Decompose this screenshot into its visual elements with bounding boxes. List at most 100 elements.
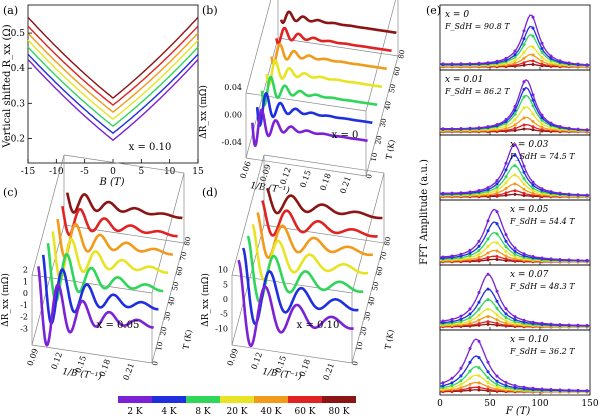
panel-e-marker	[477, 258, 481, 262]
panel-b-depth-ticks: 0 10 20 30 40 50 60 80	[365, 49, 406, 179]
panel-e-marker	[531, 112, 535, 116]
panel-e-marker	[486, 229, 490, 233]
panel-e-marker	[540, 47, 544, 50]
panel-e-marker	[540, 59, 544, 63]
d-depth-tick-label: 80	[383, 236, 392, 246]
panel-e-marker	[522, 29, 526, 33]
panel-a-label: (a)	[3, 4, 18, 17]
panel-e-marker	[495, 387, 499, 391]
panel-e-marker	[567, 258, 571, 262]
panel-e-marker	[531, 34, 535, 38]
c-ztick-label: -1	[20, 301, 28, 310]
panel-e-marker	[486, 370, 490, 374]
panel-e-subplot: x = 0.05 F_SdH = 54.4 T	[439, 199, 591, 266]
legend-swatch-60K	[288, 396, 322, 403]
panel-e-marker	[477, 313, 481, 317]
panel-e-marker	[441, 384, 445, 388]
panel-a-line-2K	[27, 58, 199, 142]
panel-e-x-label: x = 0.03	[510, 140, 549, 150]
panel-e-marker	[522, 191, 526, 195]
panel-e-marker	[522, 123, 526, 127]
panel-e-marker	[540, 113, 544, 117]
panel-e-marker	[468, 321, 472, 325]
panel-e-marker	[459, 314, 463, 318]
panel-e-marker	[495, 382, 499, 386]
panel-e-marker	[540, 62, 544, 66]
panel-e-F-label: F_SdH = 48.3 T	[509, 282, 575, 291]
panel-e-marker	[495, 306, 499, 310]
panel-e-marker	[495, 182, 499, 186]
panel-b-zticks: 0.04 0.00 -0.04	[221, 83, 242, 147]
panel-e-marker	[495, 185, 499, 189]
panel-e-marker	[504, 233, 508, 237]
panel-e-marker	[468, 251, 472, 255]
panel-e-marker	[495, 249, 499, 253]
panel-e-marker	[522, 63, 526, 67]
panel-e-label: (e)	[426, 4, 441, 17]
panel-e-marker	[486, 244, 490, 248]
c-line-60K	[61, 205, 179, 238]
panel-e-marker	[459, 191, 463, 195]
d-ztick-label: 5	[223, 280, 228, 289]
d-ztick-label: -5	[220, 310, 228, 319]
panel-e-marker	[540, 256, 544, 260]
panel-e-marker	[540, 125, 544, 129]
panel-e-marker	[495, 374, 499, 378]
panel-e-marker	[504, 312, 508, 316]
panel-e-marker	[576, 127, 580, 131]
panel-e-marker	[540, 187, 544, 191]
d-depth-tick-label: 50	[371, 281, 380, 291]
panel-e-marker	[549, 121, 553, 125]
panel-e-marker	[504, 316, 508, 319]
panel-e-marker	[477, 381, 481, 385]
panel-e-marker	[549, 56, 553, 60]
panel-e-marker	[504, 191, 508, 195]
panel-e-subplot: x = 0.01 F_SdH = 86.2 T	[439, 69, 591, 136]
panel-e-marker	[477, 366, 481, 370]
b-line-60K	[275, 26, 393, 53]
panel-e-marker	[495, 210, 499, 214]
panel-e-marker	[513, 105, 517, 108]
panel-e-marker	[495, 241, 499, 245]
b-ztick-label: 0.04	[224, 83, 242, 92]
panel-e-marker	[585, 324, 589, 327]
panel-e-marker	[459, 374, 463, 378]
d-depth-tick-label: 20	[359, 326, 368, 336]
panel-e-marker	[531, 63, 535, 66]
panel-e-marker	[531, 320, 535, 324]
d-box-edge	[231, 154, 265, 276]
panel-e-marker	[540, 128, 544, 132]
legend-swatch-40K	[254, 396, 288, 403]
legend-label: 40 K	[260, 407, 281, 417]
panel-e-marker	[486, 387, 490, 391]
panel-e-marker	[468, 312, 472, 316]
panel-a-xticks: -15 -10 -5 0 5 10 15	[21, 159, 204, 177]
panel-a-annotation: x = 0.10	[129, 142, 172, 153]
panel-e-marker	[486, 322, 490, 326]
c-line-40K	[56, 218, 174, 259]
c-depth-tick-label: 30	[163, 311, 172, 321]
panel-e-F-label: F_SdH = 36.2 T	[509, 347, 575, 356]
panel-e-subplot-frame	[439, 329, 591, 396]
panel-e-marker	[450, 320, 454, 323]
panel-e-marker	[486, 61, 490, 65]
panel-e-marker	[549, 322, 553, 326]
d-box-edge	[231, 274, 353, 294]
panel-e-marker	[477, 61, 481, 65]
panel-e-marker	[450, 127, 454, 131]
panel-e-marker	[486, 287, 490, 291]
panel-e-marker	[459, 127, 463, 130]
panel-e-marker	[459, 252, 463, 256]
panel-e-marker	[522, 95, 526, 99]
panel-e-marker	[513, 118, 517, 122]
panel-d-annotation: x = 0.10	[297, 320, 340, 331]
panel-e-marker	[441, 255, 445, 259]
panel-a-line-8K	[27, 46, 199, 127]
panel-e-marker	[558, 59, 562, 63]
b-ztick-label: -0.04	[221, 138, 242, 147]
panel-e-marker	[558, 388, 562, 392]
panel-e-marker	[531, 386, 535, 390]
panel-e-marker	[486, 237, 490, 241]
b-box-edge	[365, 55, 399, 177]
panel-e-marker	[513, 315, 517, 319]
